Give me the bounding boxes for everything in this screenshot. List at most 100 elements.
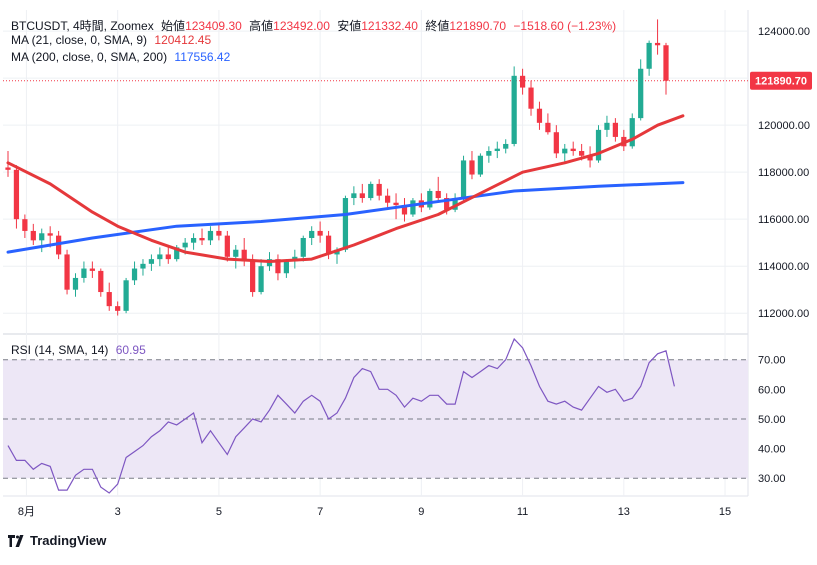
rsi-line <box>7 337 675 494</box>
candle-body <box>309 230 315 238</box>
candle-body <box>452 198 458 210</box>
candle-body <box>410 200 416 215</box>
candle-body <box>629 118 635 147</box>
close-value: 121890.70 <box>449 19 507 33</box>
candle-body <box>174 247 180 260</box>
candle-body <box>587 155 593 161</box>
candle-body <box>401 205 408 215</box>
candle-body <box>427 190 433 208</box>
candle-body <box>72 277 79 290</box>
candle-body <box>654 42 661 46</box>
candle-body <box>47 233 53 236</box>
last-price-label: 121890.70 <box>755 76 807 88</box>
candle-body <box>595 129 602 161</box>
candle-body <box>317 230 323 236</box>
rsi-label: RSI (14, SMA, 14) <box>11 343 109 357</box>
candle-body <box>545 122 551 133</box>
time-tick-label: 13 <box>618 506 630 518</box>
low-label: 安値 <box>337 19 362 33</box>
candle-body <box>224 235 230 257</box>
time-tick-label: 8月 <box>18 506 35 518</box>
high-label: 高値 <box>249 19 274 33</box>
candle-body <box>300 237 306 257</box>
candle-body <box>241 249 247 262</box>
close-label: 終値 <box>425 19 450 33</box>
candle-body <box>39 233 45 241</box>
candle-body <box>275 259 281 274</box>
candle-body <box>199 237 205 241</box>
open-value: 123409.30 <box>185 19 242 33</box>
price-tick-label: 118000.00 <box>758 167 809 179</box>
candle-body <box>64 254 70 290</box>
candle-body <box>477 155 484 175</box>
candle-body <box>646 42 652 69</box>
ma21-legend[interactable]: MA (21, close, 0, SMA, 9) 120412.45 <box>11 33 215 47</box>
candle-body <box>519 75 526 88</box>
time-tick-label: 3 <box>115 506 121 518</box>
candle-body <box>528 87 534 109</box>
symbol-label[interactable]: BTCUSDT, 4時間, Zoomex <box>11 19 154 33</box>
ma200-label: MA (200, close, 0, SMA, 200) <box>11 50 168 64</box>
rsi-tick-label: 70.00 <box>758 355 786 367</box>
candle-body <box>207 230 214 241</box>
candle-body <box>511 75 517 144</box>
candle-body <box>258 266 264 293</box>
candle-body <box>22 219 28 231</box>
candle-body <box>157 254 163 260</box>
price-tick-label: 120000.00 <box>758 120 810 132</box>
rsi-tick-label: 60.00 <box>758 384 786 396</box>
candle-body <box>30 230 36 241</box>
candle-body <box>325 235 332 255</box>
candle-body <box>190 237 197 243</box>
rsi-tick-label: 30.00 <box>758 473 786 485</box>
candle-body <box>89 268 95 271</box>
ma21-line <box>6 114 685 263</box>
candle-body <box>486 151 492 156</box>
time-tick-label: 9 <box>418 506 424 518</box>
candle-body <box>604 122 610 130</box>
rsi-tick-label: 50.00 <box>758 414 786 426</box>
candle-body <box>283 261 289 274</box>
rsi-tick-label: 40.00 <box>758 444 786 456</box>
time-tick-label: 7 <box>317 506 323 518</box>
candle-body <box>5 167 11 170</box>
time-tick-label: 5 <box>216 506 222 518</box>
candle-body <box>342 198 349 250</box>
candle-body <box>469 160 475 175</box>
ma200-legend[interactable]: MA (200, close, 0, SMA, 200) 117556.42 <box>11 50 234 64</box>
ma21-label: MA (21, close, 0, SMA, 9) <box>11 33 148 47</box>
price-tick-label: 112000.00 <box>758 308 809 320</box>
tradingview-footer[interactable]: TradingView <box>8 533 106 548</box>
candle-body <box>570 148 576 152</box>
rsi-value: 60.95 <box>115 343 146 357</box>
candle-body <box>435 190 441 199</box>
candle-body <box>385 195 391 203</box>
candle-body <box>216 230 222 236</box>
candle-body <box>579 151 585 156</box>
rsi-legend[interactable]: RSI (14, SMA, 14) 60.95 <box>11 343 150 357</box>
candle-body <box>359 193 365 199</box>
change-value: −1518.60 (−1.23%) <box>513 19 617 33</box>
tradingview-logo-icon <box>8 534 24 547</box>
candle-body <box>393 202 399 206</box>
candle-body <box>494 148 500 152</box>
candle-body <box>115 306 121 311</box>
time-tick-label: 15 <box>719 506 731 518</box>
candle-body <box>368 183 374 199</box>
candle-body <box>663 45 669 81</box>
price-tick-label: 116000.00 <box>758 214 809 226</box>
high-value: 123492.00 <box>273 19 330 33</box>
candle-body <box>233 249 239 257</box>
candle-body <box>562 148 568 154</box>
candle-body <box>140 263 146 269</box>
candle-body <box>351 193 357 199</box>
candle-body <box>182 242 188 248</box>
low-value: 121332.40 <box>361 19 418 33</box>
ohlc-legend: BTCUSDT, 4時間, Zoomex 始値123409.30 高値12349… <box>11 17 620 34</box>
candle-body <box>81 268 87 278</box>
candle-body <box>503 143 509 149</box>
candle-body <box>148 259 155 264</box>
open-label: 始値 <box>161 19 186 33</box>
